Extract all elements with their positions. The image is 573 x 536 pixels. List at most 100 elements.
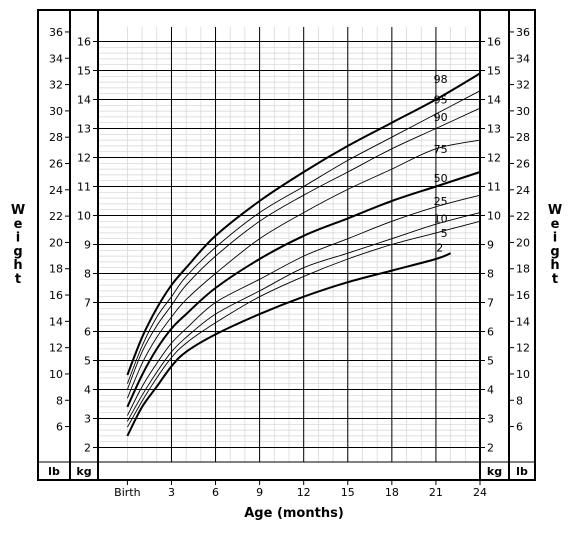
x-tick-label: 12 xyxy=(297,486,311,499)
side-label-letter-right: e xyxy=(551,217,560,232)
percentile-curve-50 xyxy=(126,171,481,408)
kg-tick-label-left: 3 xyxy=(84,413,91,426)
kg-tick-label-right: 15 xyxy=(487,65,501,78)
lb-tick-label-left: 24 xyxy=(49,184,63,197)
percentile-curve-90 xyxy=(126,107,481,390)
kg-tick-label-right: 8 xyxy=(487,268,494,281)
lb-tick-label-left: 6 xyxy=(56,421,63,434)
side-label-letter-right: h xyxy=(550,258,559,273)
side-label-letter-right: W xyxy=(548,203,562,218)
lb-tick-label-left: 32 xyxy=(49,79,63,92)
percentile-curve-98 xyxy=(126,72,481,376)
percentile-curve-95 xyxy=(126,90,481,384)
lb-tick-label-left: 30 xyxy=(49,105,63,118)
lb-tick-label-left: 20 xyxy=(49,236,63,249)
kg-tick-label-left: 5 xyxy=(84,355,91,368)
kg-tick-label-right: 13 xyxy=(487,123,501,136)
percentile-label-90: 90 xyxy=(434,111,448,124)
unit-label-lb-left: lb xyxy=(48,465,60,478)
kg-tick-label-right: 3 xyxy=(487,413,494,426)
kg-tick-label-right: 9 xyxy=(487,239,494,252)
kg-tick-label-left: 6 xyxy=(84,326,91,339)
side-label-letter-right: t xyxy=(552,272,558,287)
kg-tick-label-right: 12 xyxy=(487,152,501,165)
lb-tick-label-right: 8 xyxy=(516,394,523,407)
lb-tick-label-right: 34 xyxy=(516,52,530,65)
percentile-curve-75 xyxy=(126,139,481,399)
percentile-label-50: 50 xyxy=(434,172,448,185)
percentile-label-95: 95 xyxy=(434,94,448,107)
lb-tick-label-right: 26 xyxy=(516,157,530,170)
lb-tick-label-left: 18 xyxy=(49,263,63,276)
lb-tick-label-right: 28 xyxy=(516,131,530,144)
lb-tick-label-right: 22 xyxy=(516,210,530,223)
x-tick-label: 9 xyxy=(256,486,263,499)
kg-tick-label-left: 13 xyxy=(77,123,91,136)
lb-tick-label-right: 36 xyxy=(516,26,530,39)
x-tick-label: Birth xyxy=(114,486,140,499)
kg-tick-label-left: 12 xyxy=(77,152,91,165)
lb-tick-label-right: 18 xyxy=(516,263,530,276)
kg-tick-label-right: 16 xyxy=(487,36,501,49)
x-tick-label: 21 xyxy=(429,486,443,499)
x-tick-label: 24 xyxy=(473,486,487,499)
percentile-curve-25 xyxy=(126,194,481,416)
x-tick-label: 18 xyxy=(385,486,399,499)
side-label-letter-left: e xyxy=(14,217,23,232)
kg-tick-label-right: 14 xyxy=(487,94,501,107)
lb-tick-label-left: 8 xyxy=(56,394,63,407)
kg-tick-label-left: 15 xyxy=(77,65,91,78)
lb-tick-label-right: 24 xyxy=(516,184,530,197)
side-label-letter-right: i xyxy=(553,231,557,246)
percentile-curve-2 xyxy=(126,252,452,437)
kg-tick-label-right: 6 xyxy=(487,326,494,339)
lb-tick-label-right: 10 xyxy=(516,368,530,381)
lb-tick-label-left: 22 xyxy=(49,210,63,223)
lb-tick-label-left: 26 xyxy=(49,157,63,170)
percentile-curves xyxy=(126,72,481,437)
kg-tick-label-left: 4 xyxy=(84,384,91,397)
percentile-curve-10 xyxy=(127,212,481,422)
kg-tick-label-right: 2 xyxy=(487,442,494,455)
major-grid xyxy=(98,27,480,462)
kg-tick-label-right: 5 xyxy=(487,355,494,368)
lb-tick-label-left: 10 xyxy=(49,368,63,381)
lb-tick-label-right: 30 xyxy=(516,105,530,118)
side-label-letter-left: h xyxy=(13,258,22,273)
lb-tick-label-left: 28 xyxy=(49,131,63,144)
lb-tick-label-left: 12 xyxy=(49,342,63,355)
kg-tick-label-left: 2 xyxy=(84,442,91,455)
x-tick-label: 6 xyxy=(212,486,219,499)
side-label-letter-left: W xyxy=(11,203,25,218)
lb-tick-label-right: 14 xyxy=(516,315,530,328)
x-tick-label: 3 xyxy=(168,486,175,499)
unit-label-kg-right: kg xyxy=(487,465,502,478)
kg-tick-label-right: 11 xyxy=(487,181,501,194)
side-label-letter-right: g xyxy=(550,244,559,259)
unit-label-kg-left: kg xyxy=(76,465,91,478)
lb-tick-label-left: 34 xyxy=(49,52,63,65)
kg-tick-label-left: 16 xyxy=(77,36,91,49)
kg-tick-label-left: 9 xyxy=(84,239,91,252)
kg-tick-label-left: 11 xyxy=(77,181,91,194)
lb-tick-label-left: 16 xyxy=(49,289,63,302)
kg-tick-label-left: 8 xyxy=(84,268,91,281)
lb-tick-label-right: 16 xyxy=(516,289,530,302)
lb-tick-label-right: 20 xyxy=(516,236,530,249)
lb-tick-label-left: 14 xyxy=(49,315,63,328)
kg-tick-label-right: 4 xyxy=(487,384,494,397)
percentile-label-10: 10 xyxy=(434,212,448,225)
x-tick-label: 15 xyxy=(341,486,355,499)
kg-tick-label-left: 7 xyxy=(84,297,91,310)
percentile-label-98: 98 xyxy=(434,73,448,86)
kg-tick-label-left: 10 xyxy=(77,210,91,223)
lb-tick-label-left: 36 xyxy=(49,26,63,39)
percentile-label-5: 5 xyxy=(441,227,448,240)
lb-tick-label-right: 12 xyxy=(516,342,530,355)
side-label-letter-left: t xyxy=(15,272,21,287)
percentile-label-25: 25 xyxy=(434,195,448,208)
kg-tick-label-left: 14 xyxy=(77,94,91,107)
lb-tick-label-right: 32 xyxy=(516,79,530,92)
